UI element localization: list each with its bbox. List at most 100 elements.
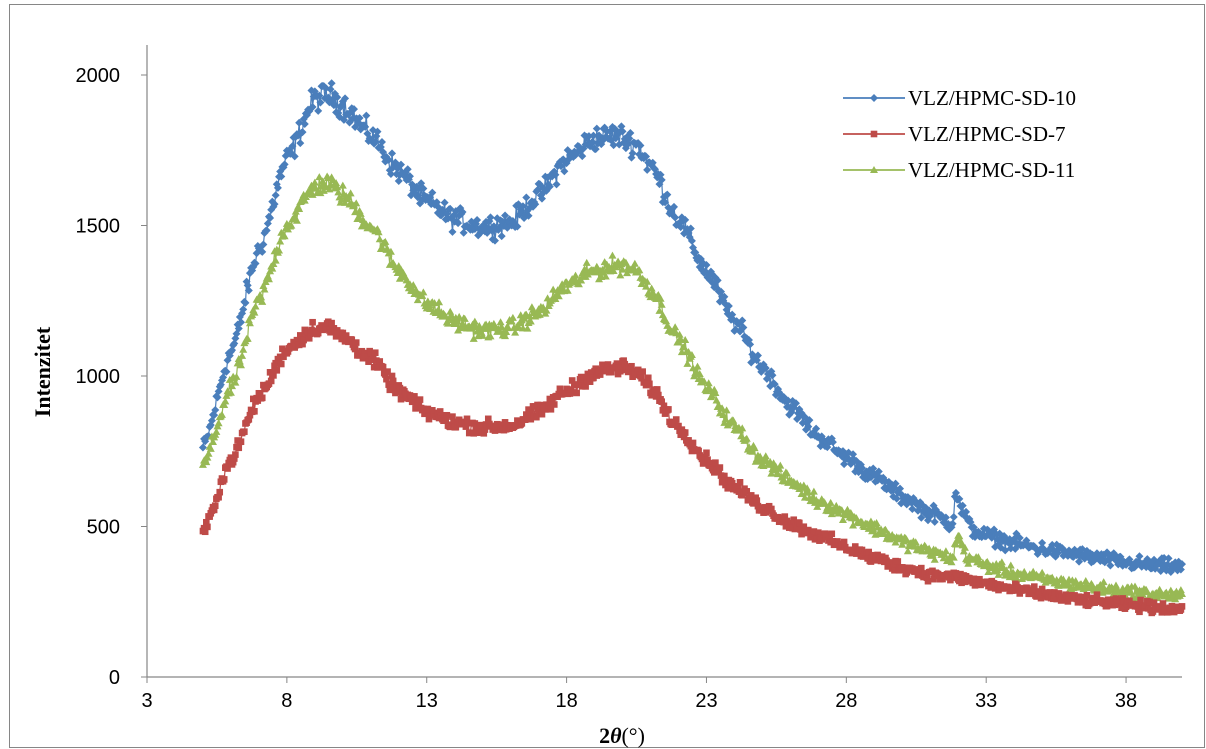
data-point (994, 570, 1003, 578)
data-point (638, 374, 645, 382)
data-point (362, 111, 371, 120)
data-point (419, 184, 428, 193)
data-point (318, 322, 325, 329)
data-point (280, 232, 289, 240)
data-point (960, 543, 969, 551)
data-point (608, 368, 615, 376)
data-point (671, 213, 680, 222)
legend-marker (870, 94, 878, 102)
data-point (783, 517, 791, 525)
data-point (656, 294, 665, 302)
data-point (702, 261, 711, 270)
data-point (571, 271, 580, 279)
data-point (239, 345, 248, 353)
data-point (373, 127, 382, 136)
data-point (363, 349, 370, 357)
data-point (653, 386, 661, 393)
data-point (661, 198, 670, 207)
data-point (428, 188, 437, 197)
data-point (613, 360, 621, 367)
data-point (413, 296, 422, 304)
data-point (355, 113, 364, 122)
data-point (987, 584, 994, 591)
data-point (583, 377, 591, 385)
data-point (376, 358, 384, 365)
series-vlz-hpmc-sd-11 (198, 172, 1186, 603)
data-point (254, 397, 262, 404)
data-point (220, 476, 228, 483)
data-point (1062, 591, 1069, 599)
data-point (761, 364, 770, 373)
data-point (768, 371, 777, 380)
data-point (826, 498, 835, 506)
data-point (976, 575, 983, 583)
data-point (1091, 599, 1099, 606)
data-point (341, 198, 350, 206)
data-point (1037, 594, 1045, 602)
data-point (307, 330, 314, 337)
x-axis-label-theta: θ (610, 723, 622, 748)
data-point (947, 558, 956, 566)
data-point (1126, 597, 1133, 605)
data-point (447, 311, 456, 319)
data-point (375, 235, 384, 243)
data-point (874, 467, 883, 476)
data-point (790, 516, 798, 524)
data-point (858, 546, 866, 554)
data-point (337, 195, 346, 203)
data-point (443, 319, 452, 327)
data-point (502, 327, 511, 335)
data-point (545, 182, 554, 191)
data-point (277, 360, 285, 368)
data-point (245, 416, 253, 423)
data-point (686, 224, 695, 233)
data-point (596, 371, 604, 378)
data-point (377, 243, 386, 251)
data-point (396, 160, 405, 169)
data-point (409, 281, 418, 289)
data-point (214, 419, 223, 427)
data-point (774, 470, 783, 478)
data-point (867, 558, 875, 565)
data-point (314, 106, 323, 115)
data-point (371, 137, 380, 146)
data-point (300, 336, 307, 344)
data-point (1178, 560, 1186, 569)
data-point (308, 190, 317, 198)
data-point (258, 297, 267, 305)
data-point (618, 265, 627, 273)
data-point (381, 237, 390, 245)
data-point (479, 421, 486, 429)
data-point (344, 193, 353, 201)
data-point (746, 340, 755, 349)
data-point (928, 550, 937, 558)
data-point (838, 516, 847, 524)
data-point (1163, 605, 1170, 612)
data-point (298, 128, 307, 137)
data-point (437, 412, 445, 419)
data-point (828, 438, 837, 447)
data-point (621, 258, 630, 266)
data-point (352, 339, 360, 346)
data-point (570, 389, 577, 396)
data-point (226, 388, 235, 396)
data-point (593, 372, 601, 379)
data-point (275, 357, 283, 364)
data-point (270, 372, 277, 379)
data-point (1093, 591, 1101, 598)
data-point (538, 410, 546, 418)
data-point (305, 335, 313, 342)
legend-marker (870, 166, 878, 173)
data-point (884, 563, 892, 570)
data-point (211, 502, 219, 509)
data-point (657, 175, 666, 184)
y-tick-label: 1500 (76, 216, 121, 238)
data-point (554, 292, 563, 300)
data-point (210, 411, 219, 420)
data-point (546, 395, 554, 403)
data-point (498, 421, 505, 429)
y-tick-label: 500 (87, 517, 120, 539)
data-point (720, 292, 729, 301)
data-point (467, 429, 474, 436)
data-point (849, 450, 858, 459)
